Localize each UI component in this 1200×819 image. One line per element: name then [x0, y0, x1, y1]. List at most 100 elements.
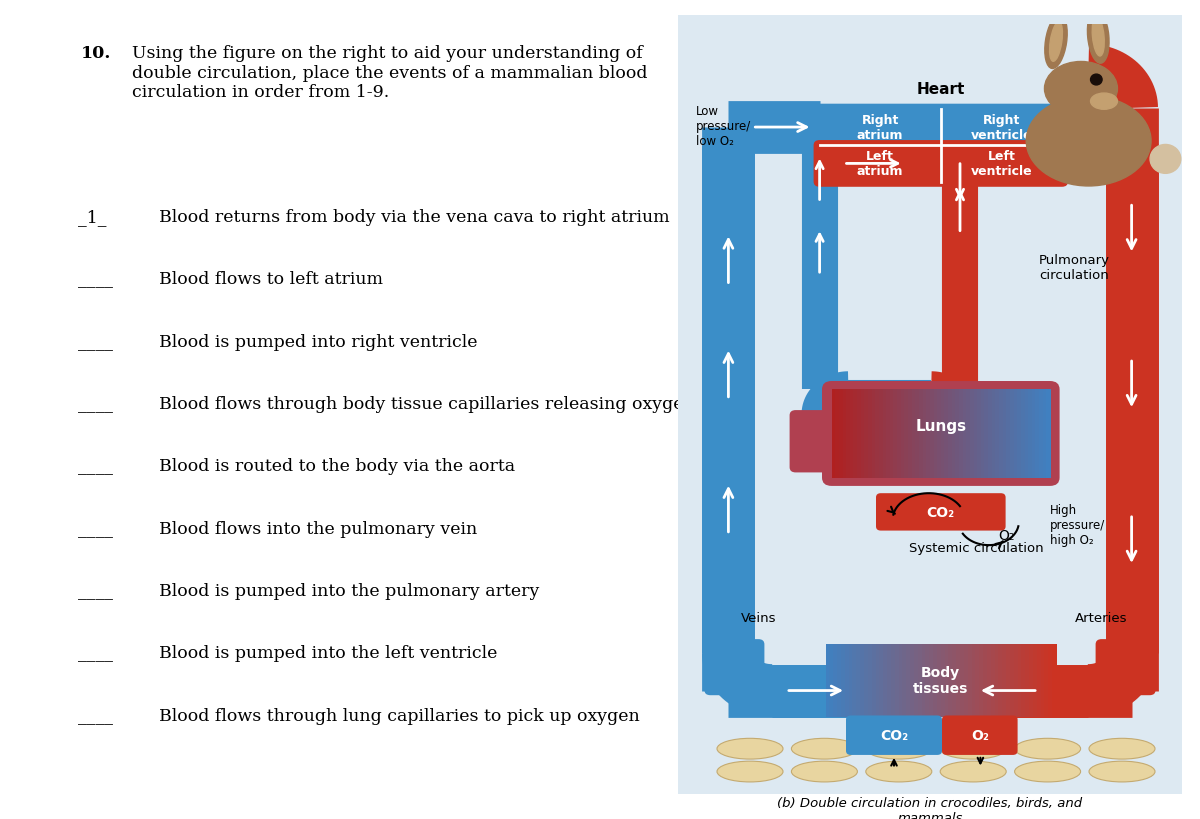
Bar [898, 390, 902, 478]
Bar [1014, 390, 1019, 478]
Circle shape [1150, 145, 1181, 174]
Bar [937, 644, 942, 717]
Ellipse shape [940, 739, 1006, 759]
Bar [839, 390, 844, 478]
Bar [1018, 390, 1022, 478]
Bar [852, 644, 858, 717]
FancyBboxPatch shape [814, 105, 1068, 152]
Bar [1044, 644, 1050, 717]
Bar [868, 644, 872, 717]
Bar [841, 644, 846, 717]
Bar [1021, 390, 1026, 478]
Bar [871, 644, 877, 717]
Text: Pulmonary
circulation: Pulmonary circulation [1038, 254, 1110, 282]
FancyBboxPatch shape [822, 382, 1060, 486]
Bar [929, 644, 935, 717]
Ellipse shape [1015, 739, 1080, 759]
Bar [902, 644, 907, 717]
Bar [1046, 390, 1051, 478]
Ellipse shape [1044, 62, 1117, 116]
Bar [835, 390, 840, 478]
Bar [868, 390, 872, 478]
FancyBboxPatch shape [704, 640, 764, 695]
Text: Veins: Veins [740, 612, 776, 625]
Ellipse shape [1045, 16, 1067, 70]
Bar [1025, 644, 1031, 717]
Ellipse shape [792, 761, 857, 782]
Text: ____: ____ [78, 333, 113, 351]
Bar [979, 644, 984, 717]
Text: Left
ventricle: Left ventricle [971, 150, 1032, 179]
Bar [941, 644, 946, 717]
Ellipse shape [865, 739, 931, 759]
Bar [890, 390, 895, 478]
Bar [845, 644, 850, 717]
Bar [882, 390, 887, 478]
Bar [944, 644, 949, 717]
Bar [972, 644, 977, 717]
Bar [1006, 644, 1012, 717]
Text: O₂: O₂ [998, 528, 1015, 542]
Bar [871, 390, 876, 478]
Text: Blood flows through lung capillaries to pick up oxygen: Blood flows through lung capillaries to … [160, 707, 640, 724]
Bar [1002, 644, 1007, 717]
Bar [910, 644, 916, 717]
Text: Lungs: Lungs [916, 419, 966, 433]
Bar [838, 644, 842, 717]
Bar [876, 644, 881, 717]
Text: ____: ____ [78, 707, 113, 724]
Bar [1032, 390, 1037, 478]
Bar [1052, 644, 1057, 717]
Text: (b) Double circulation in crocodiles, birds, and
mammals: (b) Double circulation in crocodiles, bi… [778, 796, 1082, 819]
Bar [1010, 390, 1015, 478]
Text: Blood flows to left atrium: Blood flows to left atrium [160, 271, 383, 288]
Bar [1018, 644, 1022, 717]
Bar [918, 644, 923, 717]
Text: Blood returns from body via the vena cava to right atrium: Blood returns from body via the vena cav… [160, 209, 670, 226]
Text: Blood flows through body tissue capillaries releasing oxygen: Blood flows through body tissue capillar… [160, 396, 695, 413]
Bar [960, 644, 965, 717]
Bar [923, 390, 928, 478]
FancyBboxPatch shape [930, 410, 990, 473]
Bar [937, 390, 942, 478]
Bar [860, 644, 865, 717]
Bar [922, 644, 926, 717]
Bar [980, 390, 985, 478]
Bar [883, 644, 888, 717]
Text: _1_: _1_ [78, 209, 107, 226]
Text: Blood flows into the pulmonary vein: Blood flows into the pulmonary vein [160, 520, 478, 537]
Bar [857, 390, 862, 478]
Bar [1043, 390, 1048, 478]
Bar [916, 390, 920, 478]
Bar [887, 644, 892, 717]
Text: High
pressure/
high O₂: High pressure/ high O₂ [1050, 503, 1105, 546]
Bar [952, 390, 956, 478]
Text: Left
atrium: Left atrium [857, 150, 904, 179]
Circle shape [1091, 75, 1102, 86]
Text: Blood is routed to the body via the aorta: Blood is routed to the body via the aort… [160, 458, 516, 475]
Ellipse shape [1092, 17, 1104, 57]
Bar [995, 644, 1000, 717]
Bar [995, 390, 1001, 478]
Bar [833, 644, 839, 717]
Bar [959, 390, 964, 478]
Text: Blood is pumped into the left ventricle: Blood is pumped into the left ventricle [160, 645, 498, 662]
Bar [848, 644, 853, 717]
Bar [890, 644, 896, 717]
Bar [826, 644, 830, 717]
FancyBboxPatch shape [846, 716, 942, 755]
Text: ____: ____ [78, 582, 113, 600]
Bar [991, 390, 996, 478]
Bar [905, 390, 910, 478]
Bar [829, 644, 834, 717]
Bar [1036, 390, 1040, 478]
Bar [1025, 390, 1030, 478]
FancyBboxPatch shape [876, 494, 1006, 531]
Bar [1039, 390, 1044, 478]
Bar [1037, 644, 1042, 717]
Bar [1033, 644, 1038, 717]
Bar [926, 390, 931, 478]
Ellipse shape [716, 739, 784, 759]
Text: Body
tissues: Body tissues [913, 665, 968, 695]
Ellipse shape [1091, 94, 1117, 111]
